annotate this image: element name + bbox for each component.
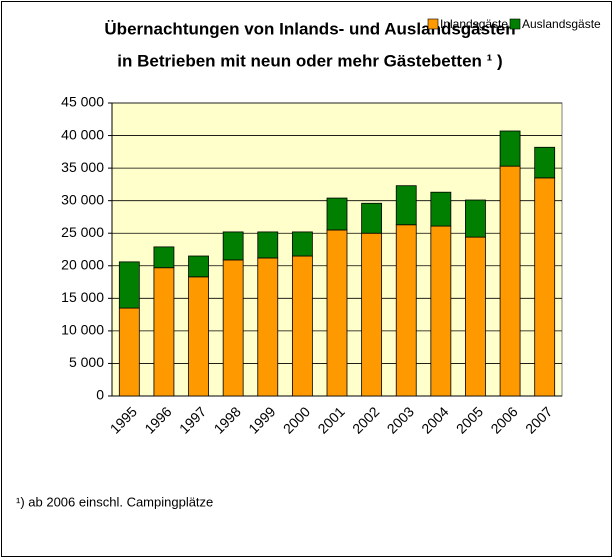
bar bbox=[257, 257, 279, 397]
bar bbox=[153, 246, 175, 269]
bar bbox=[222, 231, 244, 261]
bar bbox=[118, 261, 140, 309]
legend-swatch bbox=[427, 18, 439, 30]
bar bbox=[465, 199, 486, 238]
bar bbox=[291, 231, 313, 257]
bar bbox=[188, 255, 209, 278]
y-tick-label: 15 000 bbox=[61, 289, 104, 305]
footnote: ¹) ab 2006 einschl. Campingplätze bbox=[16, 494, 213, 509]
y-tick-label: 5 000 bbox=[69, 354, 104, 370]
chart-title: Übernachtungen von Inlands- und Auslands… bbox=[104, 19, 515, 38]
y-tick-label: 45 000 bbox=[61, 94, 104, 110]
y-tick-label: 25 000 bbox=[61, 224, 104, 240]
bar bbox=[499, 165, 521, 397]
bar bbox=[326, 229, 348, 397]
legend-swatch bbox=[509, 18, 521, 30]
bar bbox=[395, 224, 417, 397]
bar bbox=[118, 307, 140, 397]
bar bbox=[534, 146, 556, 179]
y-tick-label: 10 000 bbox=[61, 322, 104, 338]
bar bbox=[257, 231, 279, 259]
bar bbox=[361, 202, 383, 234]
bar bbox=[326, 197, 348, 231]
legend-label: Inlandsgäste bbox=[440, 17, 508, 31]
bar bbox=[430, 225, 452, 397]
bar bbox=[395, 185, 417, 226]
bar bbox=[361, 232, 383, 397]
y-tick-label: 40 000 bbox=[61, 126, 104, 142]
chart-subtitle: in Betrieben mit neun oder mehr Gästebet… bbox=[117, 51, 502, 70]
bar bbox=[430, 191, 452, 227]
legend-label: Auslandsgäste bbox=[522, 17, 601, 31]
bar bbox=[222, 259, 244, 397]
bar bbox=[465, 236, 486, 397]
bar bbox=[188, 276, 209, 397]
bar bbox=[291, 255, 313, 397]
y-tick-label: 20 000 bbox=[61, 256, 104, 272]
bar bbox=[153, 267, 175, 397]
bar bbox=[499, 130, 521, 167]
y-tick-label: 35 000 bbox=[61, 159, 104, 175]
y-tick-label: 0 bbox=[96, 387, 104, 403]
bar bbox=[534, 177, 556, 397]
y-tick-label: 30 000 bbox=[61, 191, 104, 207]
